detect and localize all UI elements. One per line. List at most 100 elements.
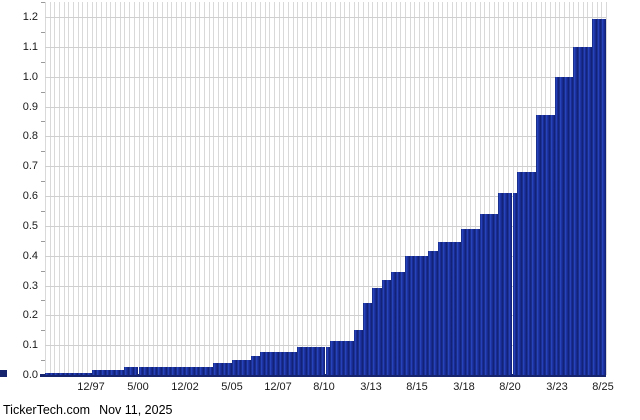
x-axis-label: 12/97: [77, 381, 105, 393]
vertical-gridline: [498, 2, 500, 375]
dividend-bar: [138, 366, 144, 375]
vertical-gridline: [311, 2, 313, 375]
dividend-bar: [367, 303, 373, 375]
dividend-bar: [152, 366, 158, 375]
vertical-gridline: [264, 2, 266, 375]
vertical-gridline: [129, 2, 131, 375]
dividend-bar: [115, 369, 120, 375]
vertical-gridline: [451, 2, 453, 375]
vertical-gridline: [77, 2, 79, 375]
dividend-bar: [404, 255, 410, 375]
y-minor-tick: [41, 61, 45, 63]
vertical-gridline: [115, 2, 117, 375]
dividend-bar: [124, 366, 130, 375]
vertical-gridline: [353, 2, 355, 375]
dividend-bar: [68, 372, 74, 375]
dividend-bar: [386, 279, 391, 375]
vertical-gridline: [246, 2, 248, 375]
dividend-bar: [77, 372, 83, 375]
dividend-bar: [222, 363, 228, 375]
vertical-gridline: [208, 2, 210, 375]
dividend-bar: [423, 255, 429, 375]
vertical-gridline: [302, 2, 304, 375]
dividend-bar: [292, 351, 298, 375]
vertical-gridline: [236, 2, 238, 375]
vertical-gridline: [232, 2, 233, 375]
vertical-gridline: [372, 2, 374, 375]
y-minor-tick: [41, 31, 45, 33]
vertical-gridline: [437, 2, 439, 375]
dividend-bar: [479, 213, 485, 375]
dividend-bar: [362, 303, 368, 375]
vertical-gridline: [390, 2, 392, 375]
horizontal-gridline: [45, 225, 606, 227]
dividend-bar: [59, 372, 64, 375]
dividend-bar: [521, 172, 527, 375]
dividend-bar: [203, 366, 209, 375]
dividend-bar: [73, 372, 78, 375]
vertical-gridline: [489, 2, 491, 375]
x-axis-label: 12/02: [171, 381, 199, 393]
dividend-bar: [344, 340, 349, 375]
horizontal-gridline: [45, 345, 606, 347]
y-axis-label: 0.9: [22, 100, 38, 113]
dividend-bar: [250, 356, 256, 375]
y-minor-tick: [41, 360, 45, 362]
vertical-gridline: [470, 2, 472, 375]
dividend-bar: [442, 242, 448, 375]
dividend-bar: [185, 366, 190, 375]
x-axis-label: 8/20: [499, 381, 521, 393]
dividend-bar: [433, 251, 438, 375]
vertical-gridline: [447, 2, 449, 375]
y-axis-label: 0.8: [22, 130, 38, 143]
vertical-gridline: [73, 2, 75, 375]
dividend-bar: [540, 115, 546, 375]
dividend-bar: [358, 330, 363, 375]
y-axis-label: 0.1: [22, 339, 38, 352]
vertical-gridline: [180, 2, 182, 375]
dividend-bar: [381, 279, 387, 375]
vertical-gridline: [479, 2, 481, 375]
horizontal-gridline: [45, 255, 606, 257]
dividend-bar: [549, 115, 555, 375]
vertical-gridline: [503, 2, 505, 375]
horizontal-gridline: [45, 46, 606, 48]
dividend-bar: [339, 340, 345, 375]
vertical-gridline: [358, 2, 360, 375]
y-minor-tick: [41, 181, 45, 183]
dividend-bar: [414, 255, 419, 375]
dividend-bar: [199, 366, 204, 375]
dividend-bar: [189, 366, 195, 375]
y-axis-label: 1.2: [22, 11, 38, 24]
dividend-bar: [49, 372, 55, 375]
dividend-bar: [526, 172, 532, 375]
vertical-gridline: [461, 2, 463, 375]
vertical-gridline: [171, 2, 173, 375]
dividend-bar: [428, 251, 434, 375]
vertical-gridline: [133, 2, 135, 375]
dividend-bar: [302, 346, 307, 375]
dividend-bar: [489, 213, 494, 375]
horizontal-gridline: [45, 166, 606, 168]
y-minor-tick: [41, 300, 45, 302]
dividend-bar: [470, 228, 476, 375]
dividend-bar: [587, 46, 592, 375]
vertical-gridline: [409, 2, 411, 375]
dividend-bar: [465, 228, 471, 375]
vertical-gridline: [152, 2, 154, 375]
dividend-bar: [559, 76, 564, 375]
dividend-bar: [171, 366, 176, 375]
vertical-gridline: [400, 2, 402, 375]
vertical-gridline: [101, 2, 103, 375]
vertical-gridline: [288, 2, 290, 375]
footer: TickerTech.com Nov 11, 2025: [3, 403, 173, 417]
x-axis-line: [40, 374, 606, 377]
dividend-bar: [236, 360, 242, 375]
dividend-bar: [456, 242, 462, 375]
dividend-bar: [264, 351, 270, 375]
chart-date: Nov 11, 2025: [99, 403, 173, 417]
vertical-gridline: [339, 2, 341, 375]
y-axis-label: 0.3: [22, 279, 38, 292]
dividend-bar: [260, 351, 265, 375]
vertical-gridline: [507, 2, 509, 375]
